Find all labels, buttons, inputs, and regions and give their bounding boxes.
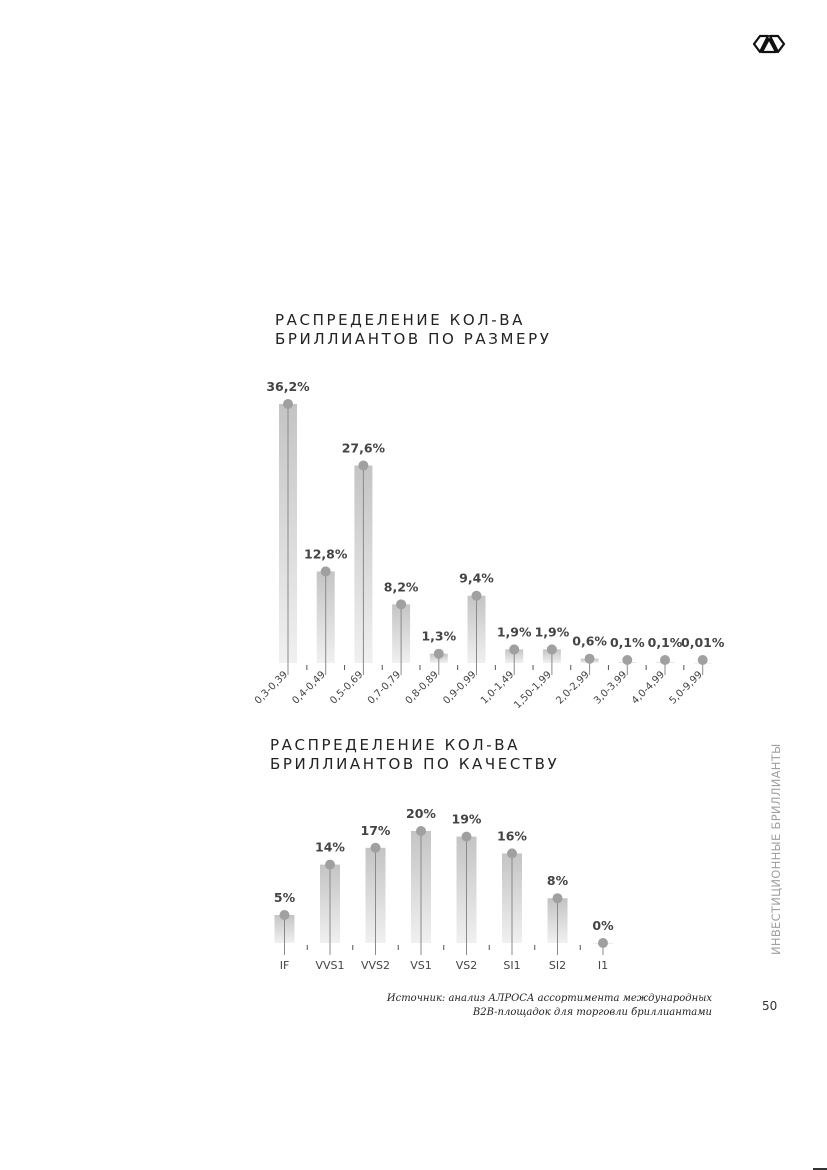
section-side-label: ИНВЕСТИЦИОННЫЕ БРИЛЛИАНТЫ [769,743,783,955]
quality-value-label-4: 20% [406,806,436,821]
source-note-line-1: Источник: анализ АЛРОСА ассортимента меж… [386,993,712,1004]
size-value-label-8: 1,9% [535,624,570,639]
size-category-label-10: 3,0-3,99 [592,669,629,706]
corner-mark [813,1168,827,1170]
quality-marker-8 [598,938,608,948]
size-chart-title-line-1: РАСПРЕДЕЛЕНИЕ КОЛ-ВА [275,311,525,329]
size-category-label-2: 0,4-0,49 [290,669,327,706]
source-note: Источник: анализ АЛРОСА ассортимента меж… [387,992,712,1020]
quality-marker-6 [507,848,517,859]
quality-chart-title: РАСПРЕДЕЛЕНИЕ КОЛ-ВА БРИЛЛИАНТОВ ПО КАЧЕ… [270,736,559,774]
quality-marker-1 [279,910,290,920]
quality-value-label-2: 14% [315,840,345,855]
size-category-label-4: 0,7-0,79 [366,669,403,706]
quality-value-label-7: 8% [547,873,569,888]
quality-chart-title-line-1: РАСПРЕДЕЛЕНИЕ КОЛ-ВА [270,736,520,754]
quality-category-label-5: VS2 [456,959,478,972]
size-distribution-chart: 36,2% 0,3-0,39 12,8% 0,4-0,49 27,6% 0,5-0,69 8… [253,379,725,711]
size-category-label-6: 0,9-0,99 [441,669,478,706]
size-value-label-4: 8,2% [384,579,419,594]
quality-distribution-chart: 5% IF 14% VVS1 17% VVS2 20% VS1 19% VS2 16% SI1 8% SI… [274,806,614,972]
size-value-label-12: 0,01% [681,635,725,650]
size-marker-6 [471,590,482,601]
size-category-label-11: 4,0-4,99 [630,669,667,706]
size-marker-10 [622,655,633,665]
quality-value-label-3: 17% [361,823,391,838]
size-value-label-9: 0,6% [572,634,607,649]
quality-category-label-1: IF [280,959,290,972]
size-marker-8 [546,644,557,655]
quality-marker-3 [370,842,381,853]
quality-category-label-6: SI1 [503,959,520,972]
size-category-label-1: 0,3-0,39 [253,669,290,706]
size-category-label-5: 0,8-0,89 [404,669,441,706]
size-value-label-1: 36,2% [266,379,310,394]
size-category-label-7: 1,0-1,49 [479,669,516,706]
quality-value-label-1: 5% [274,890,296,905]
quality-value-label-8: 0% [592,918,614,933]
size-marker-7 [509,644,520,655]
quality-value-label-6: 16% [497,828,527,843]
quality-category-label-4: VS1 [410,959,432,972]
size-category-label-3: 0,5-0,69 [328,669,365,706]
quality-value-label-5: 19% [452,812,482,827]
size-value-label-5: 1,3% [421,629,456,644]
size-value-label-6: 9,4% [459,571,494,586]
size-category-label-12: 5,0-9,99 [667,669,704,706]
size-value-label-2: 12,8% [304,546,348,561]
size-category-label-9: 2,0-2,99 [554,669,591,706]
source-note-line-2: B2B-площадок для торговли бриллиантами [472,1007,712,1018]
size-value-label-11: 0,1% [648,635,683,650]
size-marker-3 [358,460,369,471]
size-marker-1 [283,399,293,409]
size-marker-5 [433,648,444,659]
quality-marker-7 [552,893,563,904]
quality-marker-4 [416,826,426,836]
quality-category-label-7: SI2 [549,959,566,972]
size-marker-2 [320,566,331,577]
quality-category-label-8: I1 [598,959,608,972]
size-value-label-7: 1,9% [497,624,532,639]
size-marker-11 [660,655,670,665]
size-category-label-8: 1,50-1,99 [512,669,554,711]
quality-category-label-3: VVS2 [361,959,390,972]
quality-marker-5 [461,831,472,842]
size-marker-9 [584,653,595,664]
quality-chart-title-line-2: БРИЛЛИАНТОВ ПО КАЧЕСТВУ [270,755,560,773]
size-value-label-10: 0,1% [610,635,645,650]
quality-marker-2 [325,859,335,870]
size-chart-title-line-2: БРИЛЛИАНТОВ ПО РАЗМЕРУ [275,330,552,348]
quality-category-label-2: VVS1 [315,959,344,972]
page-number: 50 [762,999,778,1013]
size-marker-12 [697,655,708,665]
size-chart-title: РАСПРЕДЕЛЕНИЕ КОЛ-ВА БРИЛЛИАНТОВ ПО РАЗМ… [275,311,552,349]
size-value-label-3: 27,6% [342,441,386,456]
alrosa-logo-icon [752,34,786,54]
size-marker-4 [396,599,407,610]
